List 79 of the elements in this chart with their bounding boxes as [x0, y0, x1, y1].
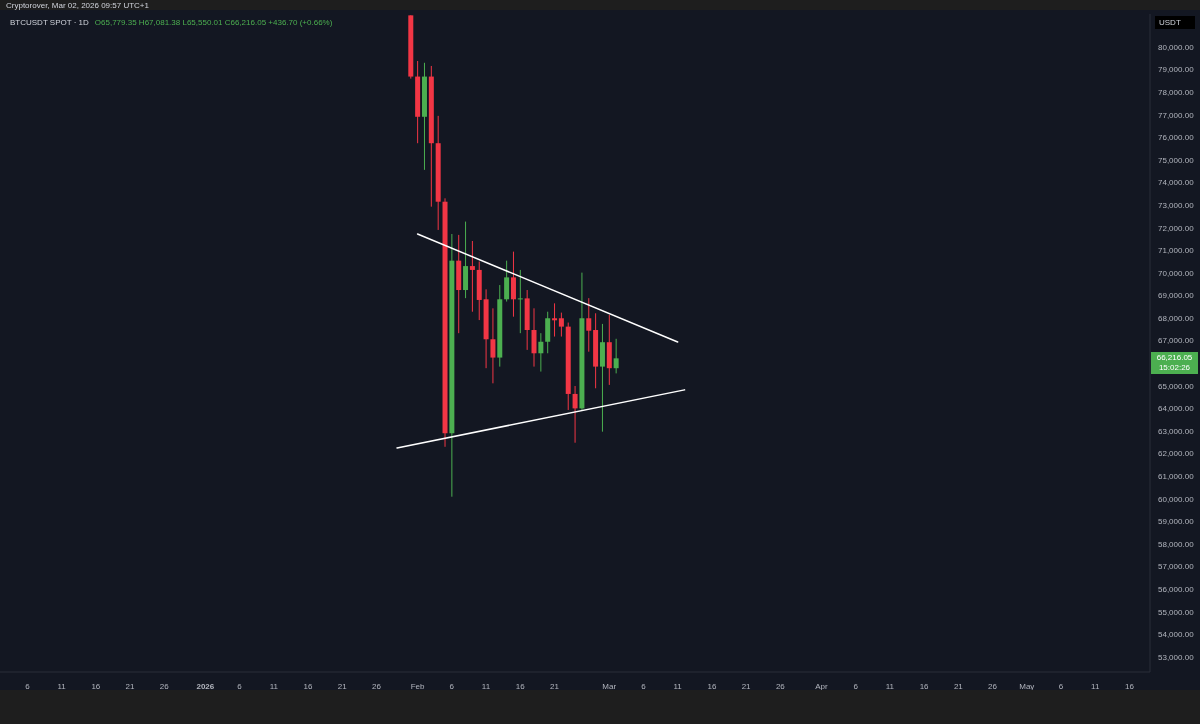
x-tick-label: 21 — [741, 682, 752, 691]
x-tick-label: 6 — [1058, 682, 1064, 691]
x-tick-label: 26 — [159, 682, 170, 691]
y-tick-label: 60,000.00 — [1158, 494, 1195, 504]
x-tick-label: May — [1019, 682, 1035, 691]
y-tick-label: 75,000.00 — [1158, 155, 1195, 165]
x-tick-label: 16 — [303, 682, 314, 691]
y-tick-label: 53,000.00 — [1158, 652, 1195, 662]
candlestick — [490, 307, 496, 384]
x-tick-label: 6 — [25, 682, 31, 691]
text: O65,779.35 H67,081.38 L65,550.01 C66,216.05 +436.70 (+0.66%) — [94, 18, 333, 27]
x-tick-label: 11 — [673, 682, 683, 691]
y-tick-label: 70,000.00 — [1158, 268, 1195, 278]
y-tick-label: 55,000.00 — [1158, 607, 1195, 617]
x-tick-label: 2026 — [196, 682, 215, 691]
text: Cryptorover, Mar 02, 2026 09:57 UTC+1 — [6, 1, 149, 10]
x-tick-label: 26 — [775, 682, 786, 691]
x-tick-label: 21 — [550, 682, 560, 691]
y-tick-label: 74,000.00 — [1158, 178, 1195, 188]
y-tick-label: 67,000.00 — [1158, 336, 1195, 346]
x-tick-label: 26 — [372, 682, 382, 691]
x-tick-label: 16 — [1125, 682, 1135, 691]
x-tick-label: 6 — [449, 682, 455, 691]
y-tick-label: 61,000.00 — [1158, 472, 1195, 481]
y-tick-label: 69,000.00 — [1158, 291, 1195, 301]
y-tick-label: 68,000.00 — [1158, 313, 1195, 323]
y-tick-label: 77,000.00 — [1158, 110, 1195, 120]
x-tick-label: 6 — [853, 682, 859, 691]
candlestick — [531, 307, 537, 368]
x-tick-label: 11 — [885, 682, 895, 691]
text: BTCUSDT SPOT · 1D — [10, 18, 89, 27]
text: 66,216.05 — [1155, 353, 1194, 364]
x-tick-label: 21 — [337, 682, 348, 691]
x-tick-label: 16 — [515, 682, 526, 691]
x-tick-label: 11 — [57, 682, 67, 691]
y-tick-label: 54,000.00 — [1158, 630, 1195, 640]
candlestick — [463, 221, 469, 299]
y-tick-label: 59,000.00 — [1158, 517, 1195, 527]
y-tick-label: 57,000.00 — [1158, 562, 1195, 572]
x-tick-label: Mar — [602, 682, 617, 691]
y-tick-label: 56,000.00 — [1158, 584, 1195, 594]
candlestick — [504, 260, 510, 303]
x-tick-label: 21 — [953, 682, 964, 691]
y-tick-label: 71,000.00 — [1158, 246, 1195, 256]
candlestick — [510, 251, 516, 318]
candlestick — [586, 297, 592, 353]
candlestick — [469, 240, 475, 313]
x-tick-label: Feb — [410, 682, 425, 691]
candlestick — [538, 332, 544, 373]
x-tick-label: 6 — [641, 682, 647, 691]
x-tick-label: 11 — [269, 682, 279, 691]
x-tick-label: 16 — [707, 682, 717, 691]
candlestick — [572, 385, 578, 444]
x-tick-label: 16 — [919, 682, 930, 691]
y-axis-title: USDT — [1155, 16, 1195, 29]
y-tick-label: 76,000.00 — [1158, 133, 1195, 143]
candlestick — [613, 338, 619, 374]
y-tick-label: 73,000.00 — [1158, 200, 1195, 210]
x-tick-label: 11 — [481, 682, 491, 691]
candlestick — [545, 311, 551, 354]
y-tick-label: 58,000.00 — [1158, 539, 1195, 549]
x-tick-label: 26 — [988, 682, 998, 691]
y-tick-label: 64,000.00 — [1158, 404, 1195, 414]
y-tick-label: 62,000.00 — [1158, 449, 1195, 459]
candlestick — [558, 312, 564, 338]
y-tick-label: 72,000.00 — [1158, 223, 1195, 233]
x-tick-label: Apr — [815, 682, 828, 691]
candlestick — [517, 269, 523, 334]
text: 15:02:26 — [1157, 363, 1192, 374]
y-tick-label: 78,000.00 — [1158, 88, 1195, 97]
y-tick-label: 79,000.00 — [1158, 65, 1195, 75]
candlestick — [552, 302, 558, 338]
x-tick-label: 11 — [1091, 682, 1100, 691]
y-tick-label: 80,000.00 — [1158, 42, 1195, 52]
y-tick-label: 65,000.00 — [1158, 381, 1195, 391]
y-tick-label: 63,000.00 — [1158, 426, 1195, 436]
x-tick-label: 6 — [237, 682, 243, 691]
x-tick-label: 16 — [91, 682, 101, 691]
x-tick-label: 21 — [125, 682, 136, 691]
